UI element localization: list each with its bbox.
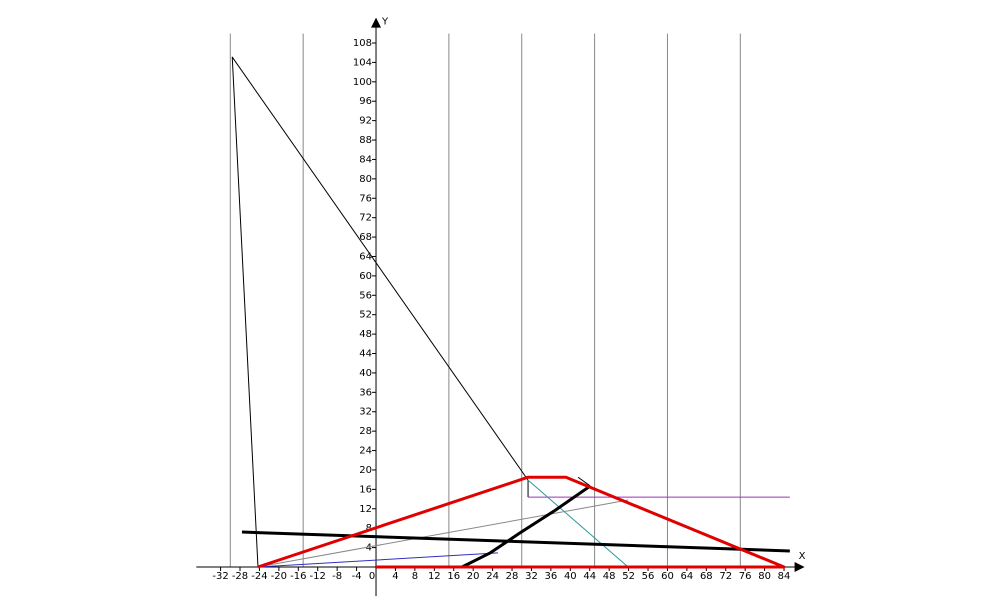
x-tick-label: -4: [352, 571, 362, 582]
x-tick-label: -24: [251, 571, 267, 582]
x-tick-label: 48: [603, 571, 616, 582]
x-tick-label: 52: [622, 571, 635, 582]
x-tick-label: 4: [392, 571, 398, 582]
x-tick-label: -12: [310, 571, 326, 582]
x-tick-label: 56: [642, 571, 655, 582]
x-tick-label: 40: [564, 571, 577, 582]
x-tick-label: 76: [739, 571, 752, 582]
plot: [231, 56, 790, 569]
y-arrow: [371, 17, 382, 28]
line: [257, 475, 786, 569]
y-tick-label: 64: [359, 251, 372, 262]
y-tick-label: 44: [359, 349, 372, 360]
y-tick-label: 56: [359, 290, 372, 301]
line: [231, 56, 529, 568]
y-tick-label: 76: [359, 193, 372, 204]
y-tick-label: 68: [359, 232, 372, 243]
line: [461, 484, 592, 569]
x-tick-label: -28: [232, 571, 248, 582]
y-tick-label: 16: [359, 484, 372, 495]
y-tick-label: 4: [366, 543, 372, 554]
y-tick-label: 80: [359, 174, 372, 185]
line: [241, 530, 790, 553]
x-tick-label: 72: [719, 571, 732, 582]
x-tick-label: 60: [661, 571, 674, 582]
x-arrow: [794, 561, 805, 572]
x-tick-label: 20: [467, 571, 480, 582]
x-tick-label: 16: [447, 571, 460, 582]
y-tick-label: 12: [359, 504, 372, 515]
y-tick-label: 100: [353, 77, 372, 88]
x-tick-label: 44: [583, 571, 596, 582]
y-tick-label: 92: [359, 116, 372, 127]
line: [527, 479, 629, 568]
y-tick-label: 72: [359, 213, 372, 224]
y-tick-label: 88: [359, 135, 372, 146]
y-tick-label: 60: [359, 271, 372, 282]
x-tick-label: 32: [525, 571, 538, 582]
grid: [229, 33, 741, 567]
line: [577, 476, 591, 487]
y-tick-label: 36: [359, 387, 372, 398]
y-tick-label: 96: [359, 96, 372, 107]
x-tick-label: 80: [758, 571, 771, 582]
x-axis-label: X: [799, 551, 806, 562]
y-tick-label: 52: [359, 310, 372, 321]
x-tick-label: -32: [212, 571, 228, 582]
x-tick-label: 0: [369, 571, 375, 582]
x-tick-label: 24: [486, 571, 499, 582]
x-tick-label: -16: [290, 571, 306, 582]
y-tick-label: 20: [359, 465, 372, 476]
x-tick-label: 8: [412, 571, 418, 582]
x-tick-label: 64: [681, 571, 694, 582]
y-tick-label: 108: [353, 38, 372, 49]
x-tick-label: -8: [332, 571, 342, 582]
x-tick-label: -20: [271, 571, 287, 582]
x-tick-label: 68: [700, 571, 713, 582]
x-tick-label: 36: [545, 571, 558, 582]
y-tick-label: 84: [359, 154, 372, 165]
y-tick-label: 32: [359, 407, 372, 418]
y-tick-label: 24: [359, 446, 372, 457]
y-tick-label: 104: [353, 57, 372, 68]
y-tick-label: 40: [359, 368, 372, 379]
y-tick-label: 28: [359, 426, 372, 437]
y-tick-label: 48: [359, 329, 372, 340]
x-tick-label: 28: [506, 571, 519, 582]
line: [257, 552, 498, 568]
axes: XY-32 -28 -24 -20 -16 -12 -8 -4 0 4 8 12 16 20 24 28 32 3…: [196, 17, 806, 597]
y-axis-label: Y: [381, 17, 389, 28]
line: [257, 499, 629, 568]
x-tick-label: 84: [778, 571, 791, 582]
x-tick-label: 12: [428, 571, 441, 582]
